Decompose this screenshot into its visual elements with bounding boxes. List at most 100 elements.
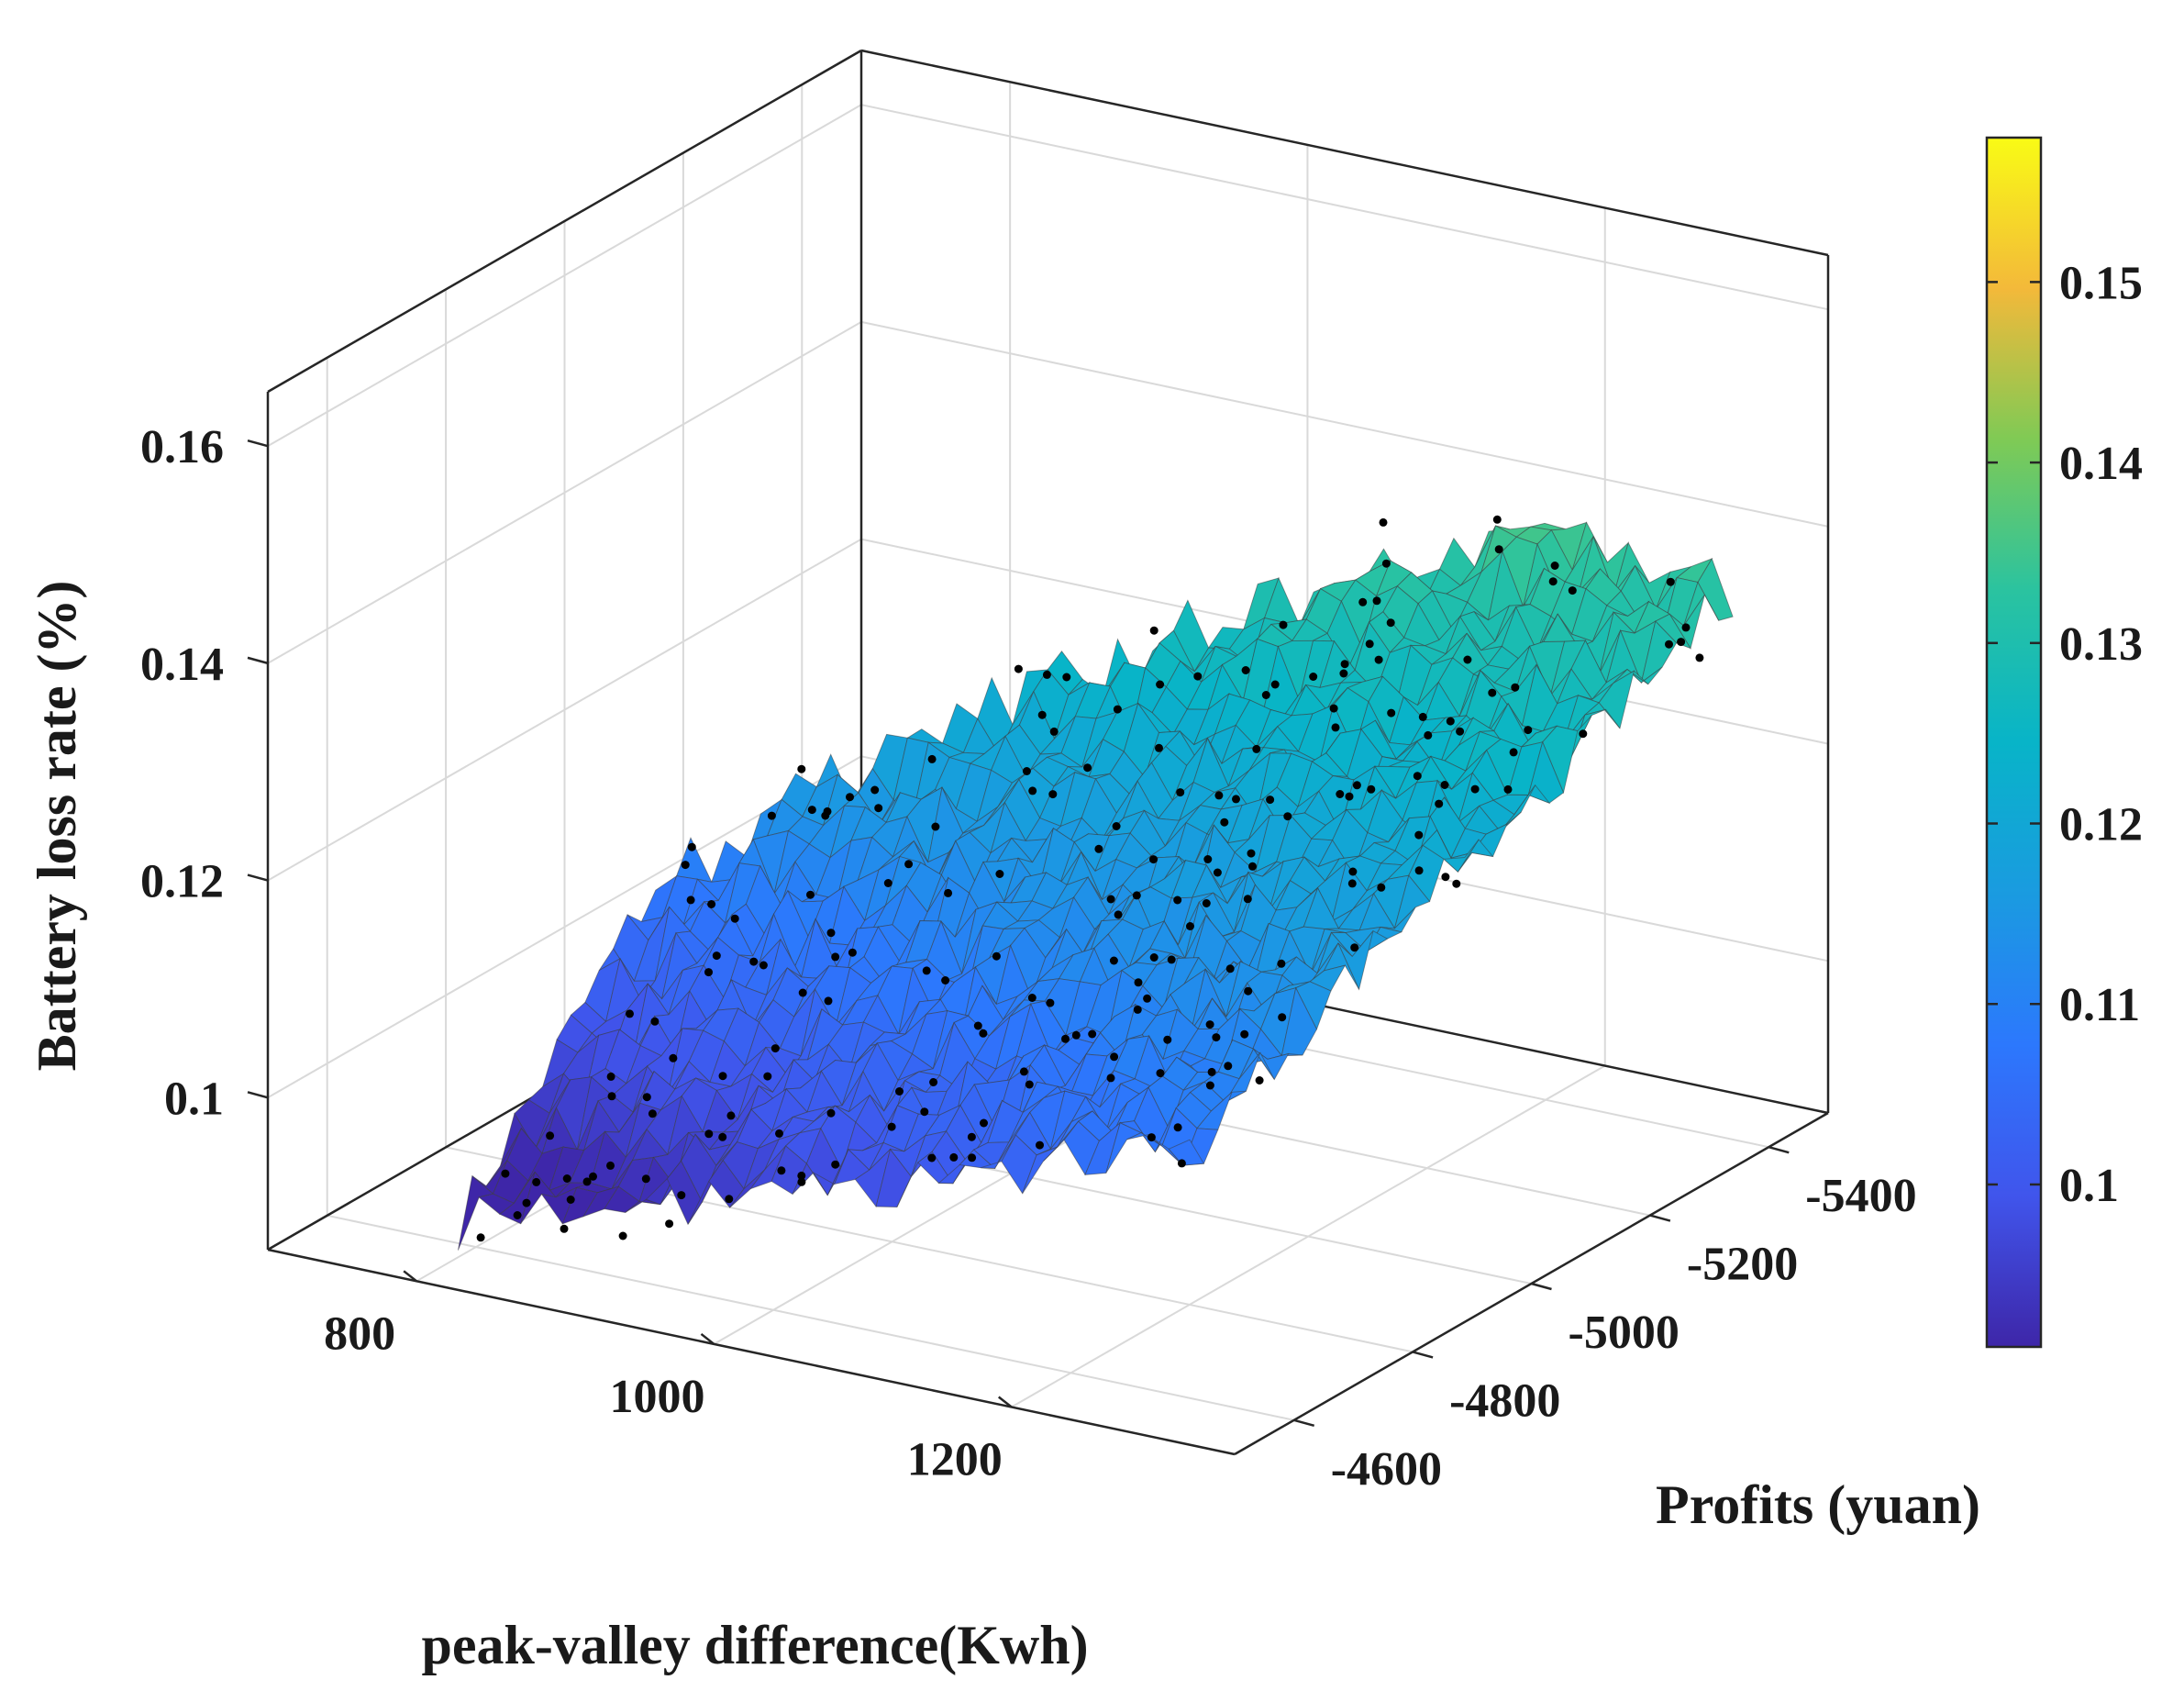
colorbar-tick-label: 0.15: [2059, 257, 2143, 309]
scatter-point: [560, 1224, 569, 1233]
scatter-point: [874, 804, 883, 813]
y-tick-mark: [1293, 1418, 1315, 1428]
colorbar: 0.1 0.11 0.12 0.13 0.14 0.15: [1985, 136, 2143, 1349]
scatter-point: [1042, 670, 1051, 679]
scatter-point: [730, 914, 739, 923]
scatter-point: [1309, 673, 1318, 681]
scatter-point: [1113, 705, 1122, 714]
surface-cell: [1442, 839, 1480, 873]
colorbar-tick-label: 0.12: [2059, 799, 2143, 851]
scatter-point: [1488, 688, 1497, 697]
scatter-point: [1132, 891, 1141, 900]
scatter-point: [1666, 577, 1675, 586]
scatter-point: [1149, 626, 1159, 635]
scatter-point: [1345, 792, 1354, 801]
surface-mesh: [457, 521, 1734, 1251]
scatter-point: [1329, 704, 1338, 713]
scatter-point: [1352, 781, 1361, 790]
scatter-point: [929, 1078, 938, 1086]
axis-box-edge: [267, 1248, 1236, 1456]
scatter-point: [1155, 743, 1163, 752]
y-tick-label: -4800: [1449, 1374, 1560, 1427]
scatter-point: [1193, 672, 1203, 681]
scatter-point: [1548, 577, 1558, 586]
scatter-point: [1277, 959, 1286, 968]
scatter-point: [1418, 712, 1427, 721]
z-tick-label: 0.14: [140, 639, 224, 691]
scatter-point: [826, 929, 836, 938]
scatter-point: [759, 961, 768, 970]
scatter-point: [1212, 1033, 1221, 1042]
scatter-point: [887, 1122, 896, 1131]
scatter-point: [1248, 862, 1257, 871]
scatter-point: [1492, 515, 1502, 524]
scatter-point: [1524, 726, 1533, 735]
scatter-point: [1336, 790, 1345, 798]
scatter-point: [1037, 710, 1047, 719]
scatter-point: [1173, 1123, 1182, 1132]
scatter-point: [1147, 1133, 1156, 1142]
scatter-point: [522, 1198, 531, 1207]
scatter-point: [848, 948, 857, 957]
y-tick-label: -5400: [1805, 1170, 1916, 1222]
scatter-point: [980, 1118, 988, 1128]
scatter-point: [712, 951, 721, 961]
colorbar-gradient: [1985, 136, 2043, 1349]
x-axis-title: peak-valley difference(Kwh): [421, 1615, 1088, 1675]
scatter-point: [1456, 727, 1465, 736]
scatter-point: [944, 888, 953, 897]
scatter-point: [1176, 788, 1185, 797]
scatter-points: [476, 515, 1704, 1242]
scatter-point: [1494, 545, 1503, 554]
scatter-point: [1109, 956, 1118, 965]
scatter-point: [686, 895, 695, 905]
scatter-point: [626, 1009, 634, 1018]
scatter-point: [1036, 1140, 1044, 1150]
scatter-point: [895, 1087, 904, 1096]
scatter-point: [831, 1160, 840, 1169]
scatter-point: [968, 1153, 977, 1162]
scatter-point: [1232, 795, 1240, 804]
scatter-point: [1372, 596, 1381, 606]
scatter-point: [941, 976, 950, 984]
scatter-point: [704, 1129, 714, 1139]
colorbar-tick-label: 0.14: [2059, 438, 2143, 490]
scatter-point: [1143, 994, 1152, 1003]
scatter-point: [681, 861, 690, 870]
scatter-point: [1205, 1020, 1214, 1029]
axis-box-edge: [267, 49, 862, 394]
scatter-point: [1568, 586, 1577, 595]
scatter-point: [775, 1129, 783, 1138]
scatter-point: [476, 1233, 485, 1242]
scatter-point: [1203, 855, 1213, 863]
scatter-point: [995, 870, 1004, 878]
scatter-point: [1503, 784, 1513, 794]
x-tick-label: 1200: [907, 1434, 1003, 1486]
scatter-point: [1061, 1034, 1070, 1043]
scatter-point: [1365, 640, 1374, 649]
scatter-point: [1386, 618, 1395, 628]
scatter-point: [1112, 822, 1121, 830]
scatter-point: [1413, 772, 1422, 781]
scatter-point: [1695, 653, 1704, 662]
scatter-point: [1094, 844, 1103, 853]
scatter-point: [1414, 866, 1424, 875]
scatter-point: [1106, 1073, 1115, 1083]
scatter-point: [922, 966, 931, 975]
axes: 800 1000 1200 -5400-5200-5000-4800-4600 0.1 0…: [140, 421, 1917, 1496]
z-tick-label: 0.1: [164, 1073, 224, 1125]
scatter-point: [949, 1152, 959, 1162]
scatter-point: [1163, 1035, 1172, 1044]
scatter-point: [973, 1021, 982, 1030]
scatter-point: [1241, 666, 1250, 674]
scatter-point: [797, 764, 806, 773]
z-tick-label: 0.16: [140, 421, 224, 473]
scatter-point: [1106, 895, 1115, 904]
scatter-point: [1579, 729, 1588, 739]
scatter-point: [648, 1109, 657, 1118]
y-tick-mark: [1531, 1282, 1552, 1291]
scatter-point: [1244, 986, 1253, 996]
scatter-point: [823, 807, 832, 816]
scatter-point: [1261, 691, 1270, 699]
scatter-point: [1339, 669, 1348, 678]
